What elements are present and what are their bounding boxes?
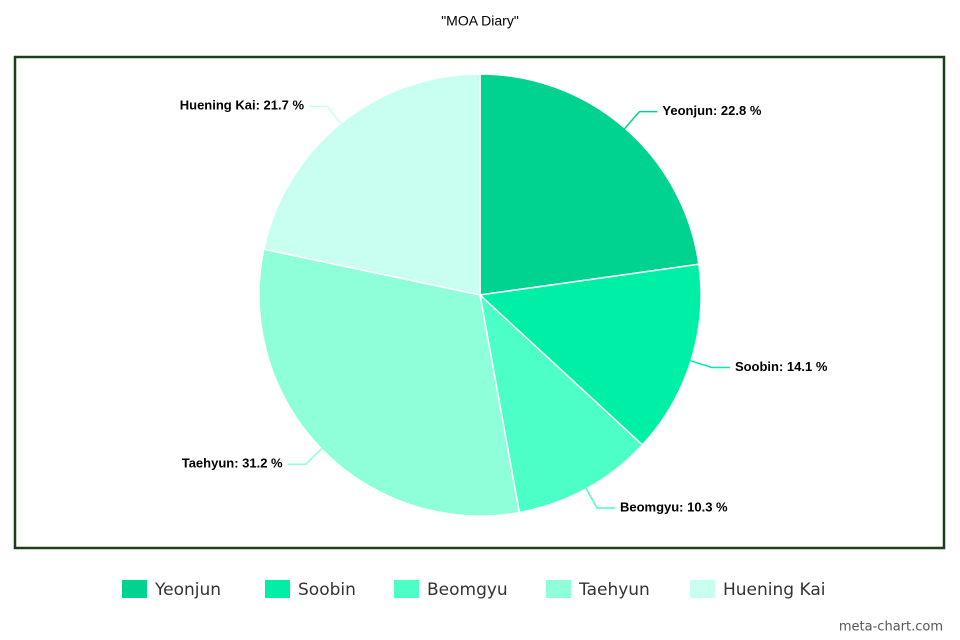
legend-label: Taehyun xyxy=(578,580,650,600)
data-label: Soobin: 14.1 % xyxy=(735,359,828,374)
data-label: Huening Kai: 21.7 % xyxy=(180,98,305,113)
legend-swatch xyxy=(546,580,571,598)
legend-swatch xyxy=(265,580,290,598)
leader-line xyxy=(681,357,730,369)
leader-line xyxy=(309,105,348,132)
credit: meta-chart.com xyxy=(839,620,943,635)
legend-swatch xyxy=(394,580,419,598)
leader-line xyxy=(580,479,615,509)
plot-border xyxy=(13,55,946,550)
leader-line xyxy=(287,441,330,465)
legend-label: Yeonjun xyxy=(154,580,221,600)
legend-swatch xyxy=(690,580,715,598)
legend-label: Beomgyu xyxy=(427,580,508,600)
chart-title: "MOA Diary" xyxy=(441,13,519,29)
data-label: Beomgyu: 10.3 % xyxy=(620,499,728,514)
leader-line xyxy=(617,110,658,137)
legend-swatch xyxy=(122,580,147,598)
data-label: Yeonjun: 22.8 % xyxy=(662,103,761,118)
legend-label: Soobin xyxy=(298,580,356,600)
data-label: Taehyun: 31.2 % xyxy=(182,456,283,471)
legend-label: Huening Kai xyxy=(723,580,825,600)
